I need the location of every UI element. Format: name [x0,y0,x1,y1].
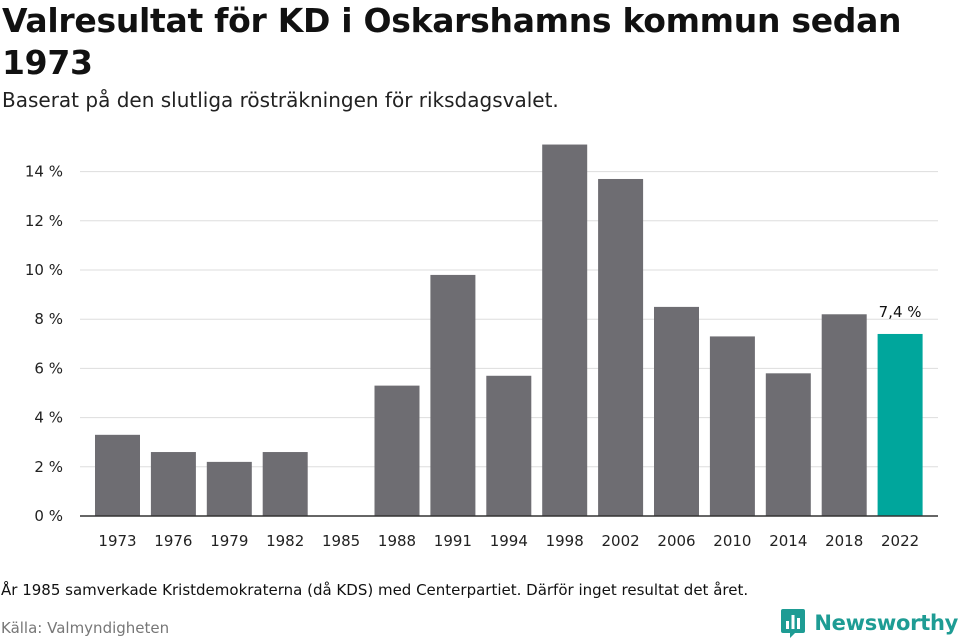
chart-subtitle: Baserat på den slutliga rösträkningen fö… [2,88,559,112]
bar-2014 [765,373,811,516]
x-tick-label: 2002 [602,532,640,550]
y-tick-label: 12 % [25,212,63,230]
bar-1982 [262,452,308,516]
bar-2010 [709,336,755,516]
x-tick-label: 2022 [881,532,919,550]
footnote: År 1985 samverkade Kristdemokraterna (då… [1,581,749,599]
x-tick-label: 1988 [378,532,416,550]
x-tick-label: 1976 [154,532,192,550]
x-tick-label: 2014 [769,532,807,550]
y-tick-label: 2 % [34,458,63,476]
x-tick-label: 1994 [490,532,528,550]
bar-1979 [206,461,252,516]
bar-chart: 0 % 2 % 4 % 6 % 8 % 10 % 12 % 14 % 1973 1976 1979… [25,144,938,550]
x-axis-ticks: 1973 1976 1979 1982 1985 1988 1991 1994 1998 2002… [98,532,919,550]
y-tick-label: 4 % [34,409,63,427]
bar-1976 [150,452,196,516]
data-label: 7,4 % [879,303,922,321]
bar-1991 [430,274,476,516]
x-tick-label: 2010 [713,532,751,550]
bar-1988 [374,385,420,516]
y-tick-label: 0 % [34,507,63,525]
x-tick-label: 1979 [210,532,248,550]
bar-1998 [542,144,588,517]
y-tick-label: 6 % [34,359,63,377]
y-tick-label: 10 % [25,261,63,279]
brand-logo: Newsworthy [780,606,958,640]
bar-1973 [95,434,140,516]
bar-2022 [877,333,923,516]
y-tick-label: 14 % [25,163,63,181]
y-axis-ticks: 0 % 2 % 4 % 6 % 8 % 10 % 12 % 14 % [25,163,63,525]
source-credit: Källa: Valmyndigheten [1,619,170,637]
bar-2002 [598,178,644,517]
brand-name: Newsworthy [814,611,958,635]
data-labels: 7,4 % [879,303,922,321]
x-tick-label: 1991 [434,532,472,550]
bar-1994 [486,375,532,516]
chart-title: Valresultat för KD i Oskarshamns kommun … [2,1,902,82]
bars [95,144,923,517]
bar-2006 [654,306,699,516]
bar-2018 [821,314,867,516]
gridlines [80,171,938,468]
x-tick-label: 1982 [266,532,304,550]
x-tick-label: 2018 [825,532,863,550]
y-tick-label: 8 % [34,310,63,328]
newsworthy-logo-icon [781,609,806,638]
x-tick-label: 1998 [546,532,584,550]
x-tick-label: 2006 [657,532,695,550]
x-tick-label: 1973 [98,532,136,550]
x-tick-label: 1985 [322,532,360,550]
